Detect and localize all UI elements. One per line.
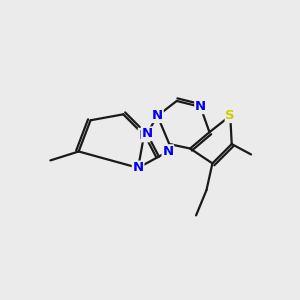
Text: N: N [152,109,163,122]
Text: N: N [142,127,153,140]
Text: N: N [162,145,173,158]
Text: N: N [133,161,144,174]
Text: N: N [195,100,206,113]
Text: S: S [225,109,235,122]
Text: N: N [139,129,150,142]
